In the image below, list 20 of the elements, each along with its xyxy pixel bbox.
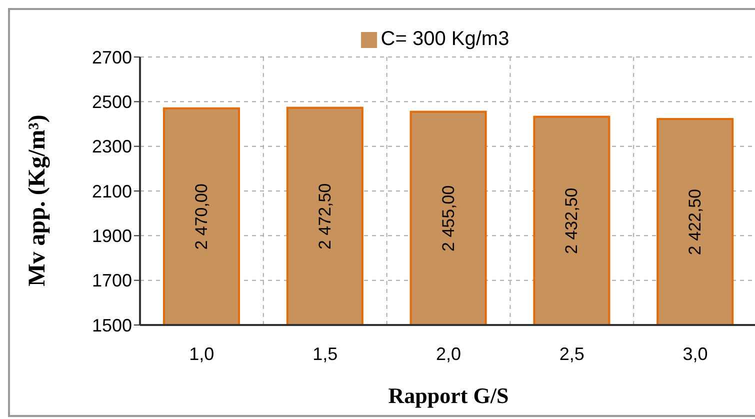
y-tick-label: 1500 — [92, 315, 132, 336]
y-tick-label: 2300 — [92, 136, 132, 157]
data-label: 2 455,00 — [438, 185, 458, 252]
x-tick-label: 3,0 — [682, 344, 708, 364]
data-label: 2 432,50 — [562, 188, 582, 254]
y-tick-label: 2700 — [92, 47, 132, 68]
x-axis-title: Rapport G/S — [387, 383, 510, 409]
y-tick-label: 1700 — [92, 270, 132, 291]
y-tick-label: 1900 — [92, 226, 132, 246]
y-tick-label: 2100 — [92, 181, 132, 202]
data-label: 2 472,50 — [315, 183, 334, 250]
y-axis-title: Mv app. (Kg/m³) — [24, 114, 52, 286]
data-label: 2 470,00 — [192, 184, 211, 250]
x-tick-label: 2,5 — [559, 344, 584, 364]
y-tick-label: 2500 — [92, 92, 132, 112]
data-label: 2 422,50 — [686, 188, 705, 256]
x-tick-label: 1,5 — [312, 344, 338, 364]
legend-label: C= 300 Kg/m3 — [380, 28, 510, 50]
x-tick-label: 2,0 — [436, 344, 462, 364]
x-tick-label: 1,0 — [189, 344, 214, 364]
